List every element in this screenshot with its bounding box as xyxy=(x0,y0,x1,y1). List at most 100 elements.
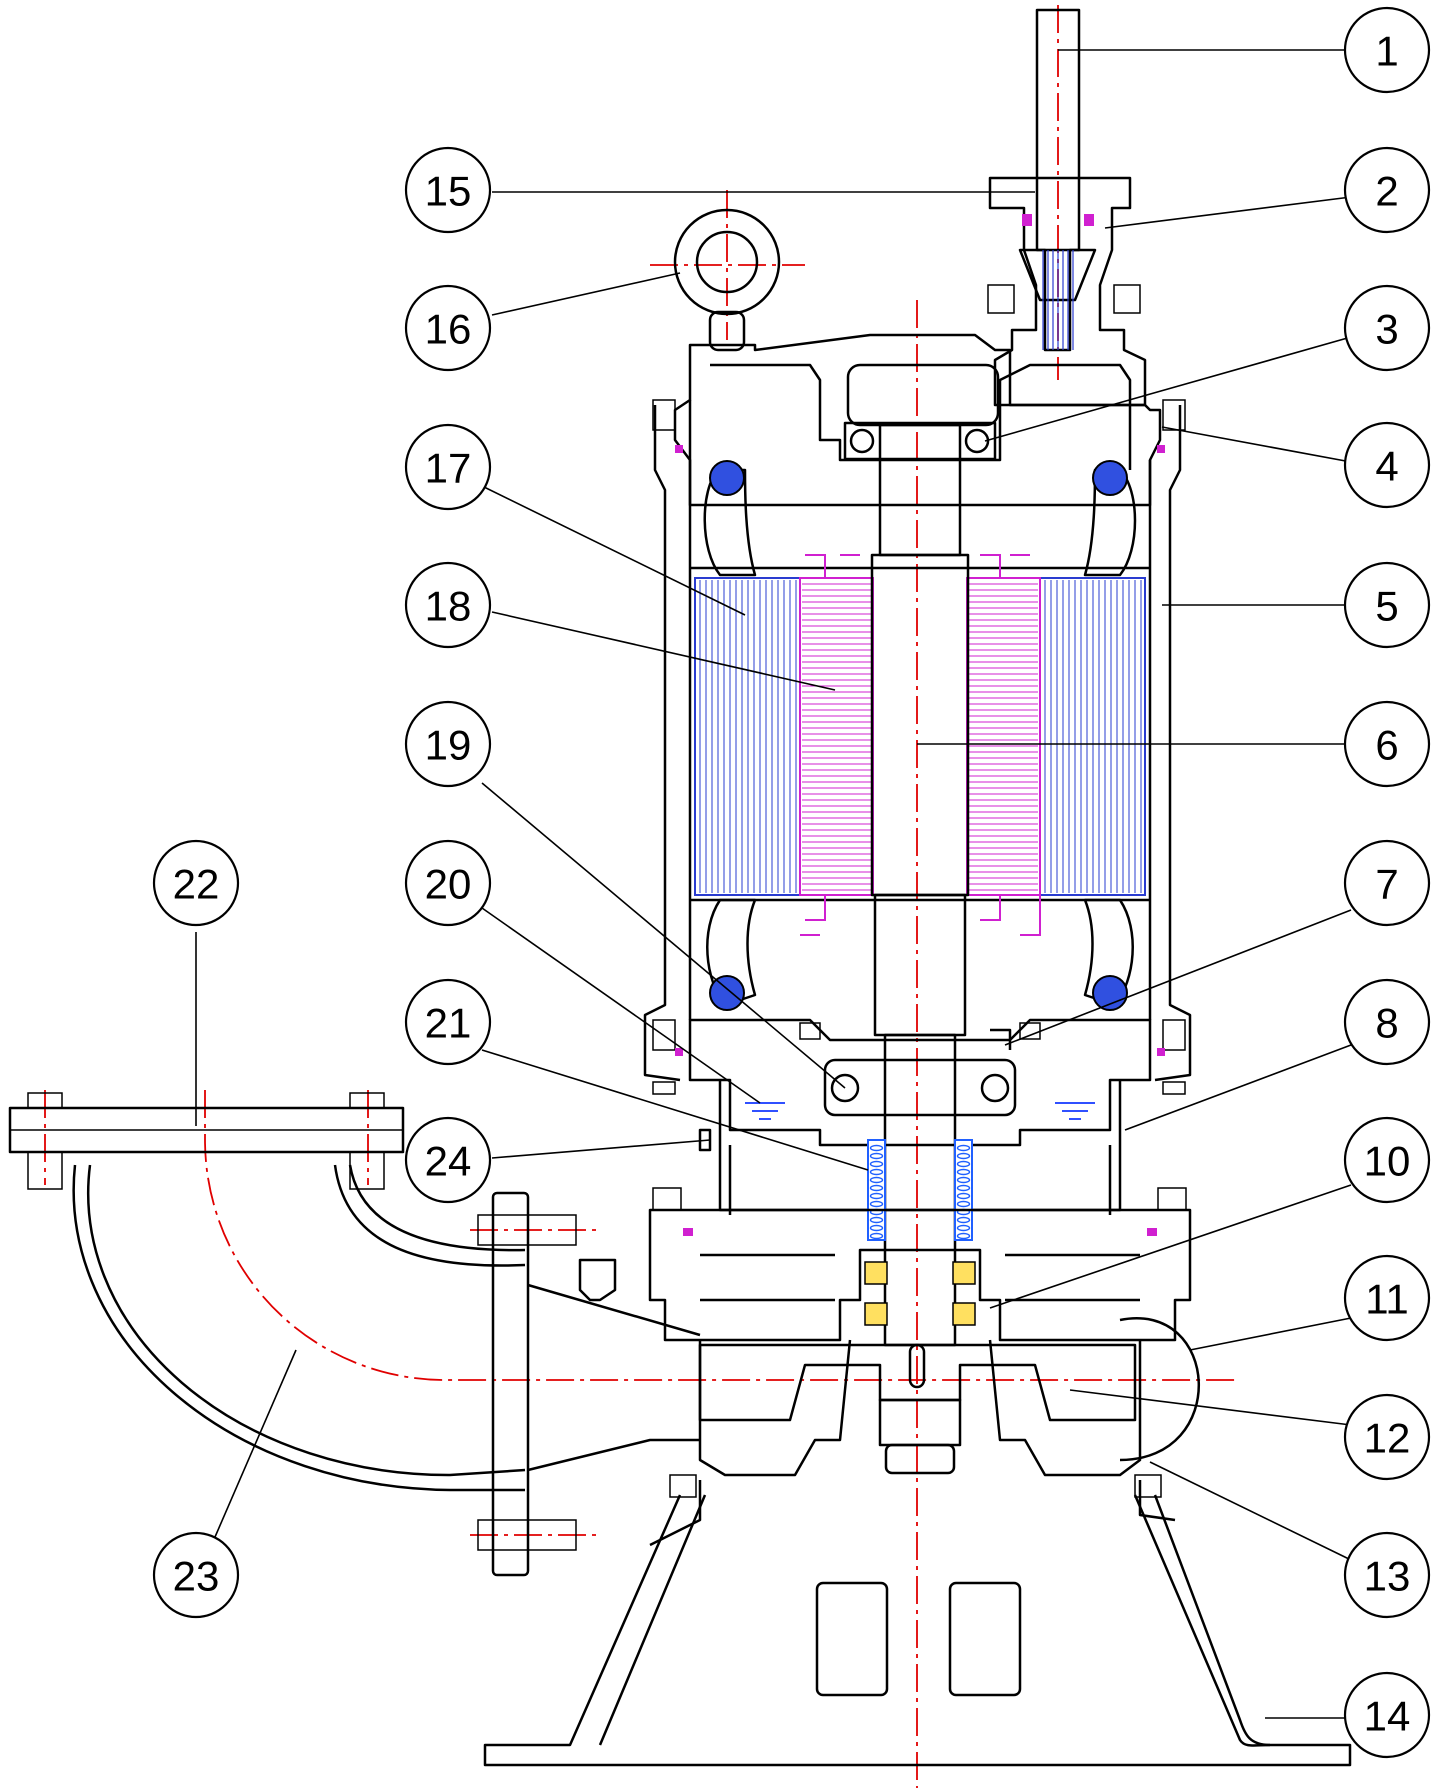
elbow-vertical-flange xyxy=(491,1191,530,1577)
oring-left-upper xyxy=(675,1048,683,1056)
coil-bundle-bottom-left xyxy=(709,975,745,1011)
callout-21: 21 xyxy=(404,978,492,1066)
oil-chamber xyxy=(698,1080,1122,1215)
callout-circle xyxy=(1343,6,1431,94)
callout-circle xyxy=(1343,561,1431,649)
leader-23 xyxy=(214,1349,297,1538)
elbow-bolt-lower xyxy=(477,1519,577,1551)
rotor-laminations xyxy=(802,583,1038,891)
callout-circle xyxy=(404,978,492,1066)
lower-bearing xyxy=(823,1058,1017,1117)
leader-11 xyxy=(1189,1317,1352,1351)
callout-13: 13 xyxy=(1343,1531,1431,1619)
coil-bundle-bottom-right xyxy=(1092,975,1128,1011)
callout-circle xyxy=(1343,978,1431,1066)
callout-label: 24 xyxy=(425,1138,472,1185)
callout-18: 18 xyxy=(404,561,492,649)
elbow-inner-wall-inner xyxy=(348,1164,526,1252)
lower-bearing-housing xyxy=(688,1018,1152,1147)
callout-23: 23 xyxy=(152,1531,240,1619)
bolt-bracket-left xyxy=(799,1022,821,1040)
gland-bolt-right xyxy=(1113,284,1141,314)
gland-bolt-left xyxy=(987,284,1015,314)
mechanical-seal xyxy=(864,1139,976,1326)
callout-label: 4 xyxy=(1375,443,1398,490)
callout-15: 15 xyxy=(404,146,492,234)
elbow-transition xyxy=(527,1283,701,1472)
callout-circle xyxy=(404,561,492,649)
base-stand xyxy=(483,1494,1352,1767)
leader-21 xyxy=(481,1049,869,1171)
seal-housing-body xyxy=(648,1208,1192,1342)
leader-24 xyxy=(491,1139,711,1159)
bolt-top-right xyxy=(1162,399,1186,431)
leader-16 xyxy=(491,272,681,316)
leader-10 xyxy=(989,1184,1352,1309)
leader-20 xyxy=(481,907,761,1104)
oring-left-top xyxy=(675,445,683,453)
leader-3 xyxy=(984,336,1352,442)
shaft-seal-section xyxy=(883,1033,957,1347)
leader-13 xyxy=(1149,1461,1352,1561)
callout-22: 22 xyxy=(152,839,240,927)
bolt-housing-left-lower xyxy=(652,1081,676,1095)
callout-label: 16 xyxy=(425,306,472,353)
stator-core xyxy=(694,577,1146,896)
oring-right-top xyxy=(1157,445,1165,453)
volute-right xyxy=(988,1339,1142,1477)
impeller-key xyxy=(908,1343,926,1389)
winding-end-coils xyxy=(703,460,1137,1011)
callout-19: 19 xyxy=(404,700,492,788)
callout-6: 6 xyxy=(1343,700,1431,788)
cable-assembly xyxy=(987,8,1147,407)
leader-19 xyxy=(481,782,846,1089)
callout-label: 8 xyxy=(1375,1000,1398,1047)
lower-bearing-ball-right xyxy=(980,1073,1010,1103)
guide-bolt xyxy=(578,1258,617,1302)
leader-4 xyxy=(1161,426,1352,463)
stand-outer xyxy=(483,1494,1352,1767)
eyebolt xyxy=(673,208,781,352)
discharge-elbow xyxy=(8,1092,701,1577)
callout-circle xyxy=(404,284,492,372)
callout-3: 3 xyxy=(1343,284,1431,372)
callout-label: 5 xyxy=(1375,583,1398,630)
seal-housing-ribs xyxy=(700,1253,1140,1302)
callout-20: 20 xyxy=(404,839,492,927)
oil-level-left xyxy=(745,1102,785,1120)
gland-seal-ring-right xyxy=(1084,214,1094,226)
leader-12 xyxy=(1069,1389,1352,1426)
callout-circle xyxy=(1343,839,1431,927)
motor-housing xyxy=(643,400,1192,1082)
callout-4: 4 xyxy=(1343,421,1431,509)
seal-face-lower-right xyxy=(952,1302,976,1326)
end-coil-top-right xyxy=(1083,468,1137,577)
top-cover-casting xyxy=(673,333,1162,507)
eyebolt-shank xyxy=(708,310,746,352)
casing-bolts xyxy=(652,399,1187,1498)
volute-scroll xyxy=(1119,1317,1200,1462)
leader-2 xyxy=(1104,196,1352,229)
callout-label: 6 xyxy=(1375,722,1398,769)
callout-14: 14 xyxy=(1343,1671,1431,1759)
callout-circle xyxy=(1343,1671,1431,1759)
elbow-outer-wall-inner xyxy=(87,1164,526,1477)
volute-left xyxy=(698,1339,852,1477)
upper-bearing-housing xyxy=(846,363,1000,427)
callout-label: 19 xyxy=(425,722,472,769)
shaft-lower xyxy=(873,893,967,1037)
callout-circle xyxy=(404,1116,492,1204)
shaft xyxy=(870,423,970,1347)
bolt-stand-right xyxy=(1134,1474,1162,1498)
impeller xyxy=(698,1343,1137,1475)
callout-circle xyxy=(1343,1116,1431,1204)
callout-label: 13 xyxy=(1364,1553,1411,1600)
upper-bearing-ball-left xyxy=(849,428,875,454)
upper-bearing-ball-right xyxy=(964,428,990,454)
elbow-bolt-upper xyxy=(477,1214,577,1246)
stator-laminations xyxy=(699,580,1142,893)
lower-bearing-ball-left xyxy=(830,1073,860,1103)
